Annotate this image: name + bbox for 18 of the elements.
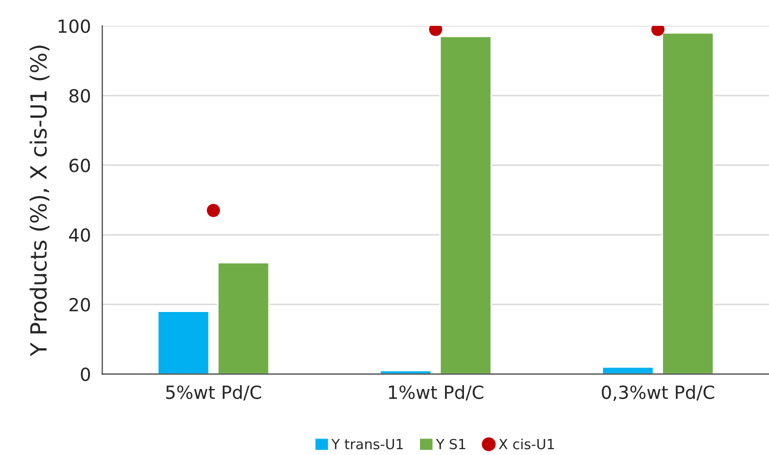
bar	[157, 310, 210, 374]
bar	[439, 36, 492, 374]
legend-label: X cis-U1	[498, 438, 554, 450]
legend-label: Y trans-U1	[331, 438, 403, 450]
y-tick-label: 80	[69, 89, 90, 103]
bar	[602, 366, 654, 374]
bar	[217, 262, 270, 374]
x-tick-label: 0,3%wt Pd/C	[602, 385, 714, 401]
x-tick-label: 1%wt Pd/C	[388, 385, 484, 401]
y-tick-label: 60	[69, 158, 90, 172]
bar	[662, 32, 714, 374]
x-tick-label: 5%wt Pd/C	[166, 385, 262, 401]
y-axis-title: Y Products (%), X cis-U1 (%)	[30, 46, 50, 356]
legend-label: Y S1	[436, 438, 466, 450]
y-tick-label: 0	[80, 367, 90, 382]
y-tick-label: 20	[70, 298, 90, 312]
y-tick-label: 40	[69, 228, 90, 242]
y-tick-label: 100	[58, 19, 90, 34]
